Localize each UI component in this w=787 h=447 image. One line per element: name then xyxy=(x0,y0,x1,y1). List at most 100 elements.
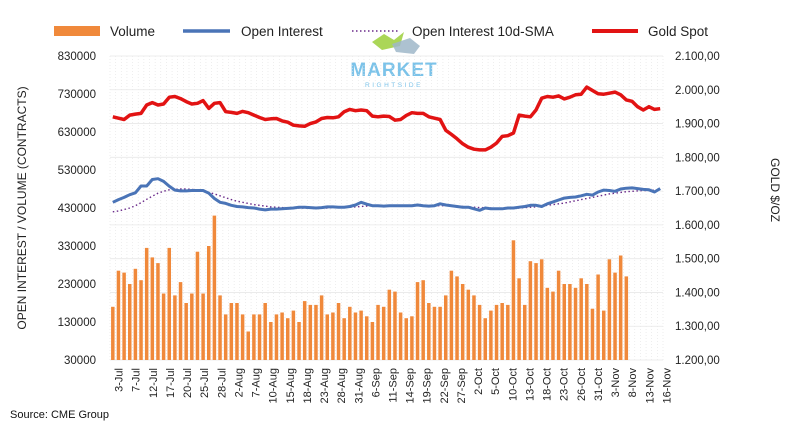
x-tick-label: 18-Aug xyxy=(302,368,314,403)
volume-bar xyxy=(128,284,132,360)
volume-bar xyxy=(286,318,290,360)
left-tick-label: 530000 xyxy=(58,165,96,177)
logo-text: MARKET xyxy=(350,60,437,81)
volume-bar xyxy=(257,314,262,360)
left-tick-label: 730000 xyxy=(58,89,96,101)
left-tick-label: 430000 xyxy=(58,203,96,215)
volume-bar xyxy=(207,246,211,360)
volume-bar xyxy=(252,314,256,360)
open-interest-line xyxy=(112,177,661,212)
right-tick-label: 1.300,00 xyxy=(675,321,720,333)
volume-bar xyxy=(551,291,555,360)
legend-swatch-volume xyxy=(54,26,100,36)
left-tick-label: 30000 xyxy=(64,355,96,367)
x-tick-label: 19-Sep xyxy=(422,368,434,403)
volume-bar xyxy=(410,316,414,360)
volume-bar xyxy=(297,322,301,360)
volume-bar xyxy=(342,318,346,360)
right-tick-label: 1.500,00 xyxy=(675,254,720,266)
volume-bar xyxy=(398,312,403,360)
volume-bar xyxy=(506,304,510,360)
source-note: Source: CME Group xyxy=(10,409,110,421)
volume-bar xyxy=(195,251,200,360)
x-tick-label: 11-Sep xyxy=(388,368,400,403)
left-tick-label: 230000 xyxy=(58,279,96,291)
logo-subtext: RIGHTSIDE xyxy=(365,82,423,89)
left-tick-label: 830000 xyxy=(58,51,96,63)
volume-bar xyxy=(139,280,143,360)
volume-bar xyxy=(178,282,183,360)
volume-bar xyxy=(421,280,425,360)
volume-bar xyxy=(579,278,583,360)
volume-bar xyxy=(590,308,595,360)
x-tick-label: 23-Oct xyxy=(559,368,571,401)
right-tick-label: 2.000,00 xyxy=(675,85,720,97)
volume-bar xyxy=(596,274,600,360)
x-tick-label: 7-Jul xyxy=(131,368,143,392)
x-tick-label: 3-Jul xyxy=(114,368,126,392)
volume-bar xyxy=(438,306,442,360)
volume-bar xyxy=(573,287,578,360)
x-tick-label: 10-Oct xyxy=(507,368,519,401)
volume-bar xyxy=(444,295,448,360)
x-tick-label: 12-Jul xyxy=(148,368,160,398)
left-tick-label: 630000 xyxy=(58,127,96,139)
volume-bar xyxy=(111,306,115,360)
volume-bar xyxy=(201,293,205,360)
x-tick-label: 18-Oct xyxy=(542,368,554,401)
volume-bar xyxy=(229,303,234,360)
volume-bar xyxy=(359,310,363,360)
volume-bar xyxy=(144,247,149,360)
volume-bar xyxy=(308,304,313,360)
volume-bar xyxy=(489,310,493,360)
x-tick-label: 14-Sep xyxy=(405,368,417,403)
volume-bar xyxy=(449,270,454,360)
volume-bar xyxy=(523,304,527,360)
legend-label-sma: Open Interest 10d-SMA xyxy=(412,24,554,39)
x-tick-label: 26-Oct xyxy=(576,368,588,401)
volume-bar xyxy=(331,312,335,360)
x-tick-label: 10-Aug xyxy=(268,368,280,403)
volume-bar xyxy=(460,284,465,360)
x-tick-label: 28-Aug xyxy=(336,368,348,403)
volume-bar xyxy=(173,295,177,360)
volume-bar xyxy=(314,304,318,360)
volume-bar xyxy=(455,276,459,360)
x-tick-label: 25-Jul xyxy=(199,368,211,398)
x-tick-label: 16-Nov xyxy=(661,368,673,404)
volume-bar xyxy=(122,272,126,360)
volume-bar xyxy=(325,314,329,360)
volume-bar xyxy=(466,289,471,360)
volume-bar xyxy=(133,268,138,360)
volume-bar xyxy=(161,293,166,360)
volume-bar xyxy=(150,257,155,360)
volume-bar xyxy=(348,306,352,360)
x-tick-label: 31-Oct xyxy=(593,368,605,401)
left-tick-label: 330000 xyxy=(58,241,96,253)
volume-bar xyxy=(291,310,296,360)
left-tick-label: 130000 xyxy=(58,317,96,329)
volume-bar xyxy=(404,318,408,360)
volume-bar xyxy=(562,284,566,360)
right-tick-label: 1.700,00 xyxy=(675,186,720,198)
volume-bar xyxy=(240,314,245,360)
legend-label-volume: Volume xyxy=(110,24,155,39)
volume-bar xyxy=(376,304,380,360)
volume-bar xyxy=(556,270,561,360)
volume-bar xyxy=(246,331,250,360)
volume-bar xyxy=(432,306,437,360)
volume-bar xyxy=(618,255,623,360)
volume-bar xyxy=(494,304,499,360)
series-lines xyxy=(112,85,661,213)
right-tick-label: 1.200,00 xyxy=(675,355,720,367)
volume-bar xyxy=(116,270,121,360)
volume-bar xyxy=(274,314,279,360)
x-tick-label: 13-Oct xyxy=(524,368,536,401)
gold-spot-line xyxy=(112,85,661,152)
bear-icon xyxy=(392,38,420,54)
x-tick-label: 3-Nov xyxy=(610,368,622,398)
legend: Volume Open Interest Open Interest 10d-SMA… xyxy=(54,24,708,39)
volume-bar xyxy=(624,276,629,360)
right-tick-label: 1.900,00 xyxy=(675,119,720,131)
